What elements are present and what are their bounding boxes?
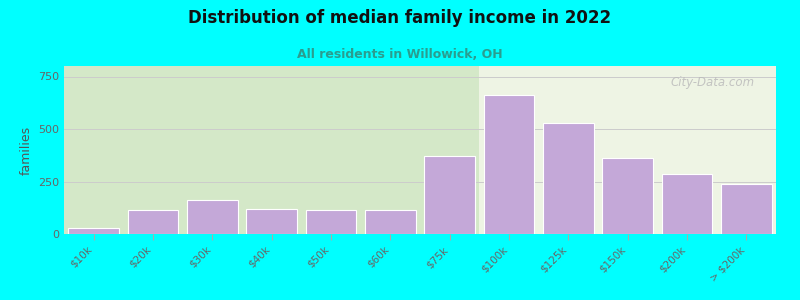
Bar: [662, 174, 712, 234]
Bar: [602, 158, 653, 234]
Text: City-Data.com: City-Data.com: [670, 76, 754, 89]
Bar: [246, 209, 297, 234]
Bar: [543, 123, 594, 234]
Bar: [128, 210, 178, 234]
Bar: [365, 210, 415, 234]
Bar: [64, 66, 479, 234]
Bar: [484, 95, 534, 234]
Text: All residents in Willowick, OH: All residents in Willowick, OH: [297, 48, 503, 61]
Bar: [425, 156, 475, 234]
Y-axis label: families: families: [19, 125, 33, 175]
Bar: [69, 228, 119, 234]
Bar: [187, 200, 238, 234]
Text: Distribution of median family income in 2022: Distribution of median family income in …: [189, 9, 611, 27]
Bar: [721, 184, 771, 234]
Bar: [306, 210, 356, 234]
